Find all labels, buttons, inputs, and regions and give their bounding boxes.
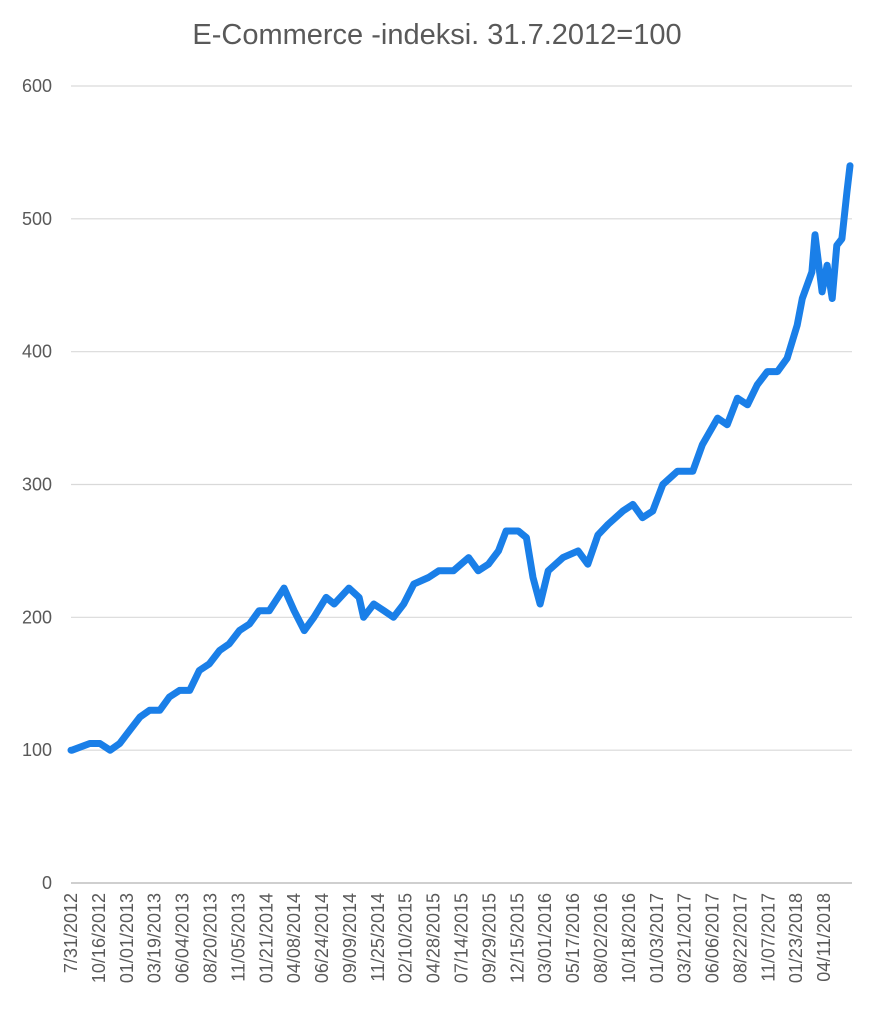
x-tick-label: 03/01/2016 [535, 893, 555, 983]
y-tick-label: 500 [22, 209, 52, 229]
x-tick-label: 06/06/2017 [703, 893, 723, 983]
x-tick-label: 12/15/2015 [507, 893, 527, 983]
x-tick-label: 04/11/2018 [814, 893, 834, 982]
y-tick-label: 300 [22, 475, 52, 495]
x-tick-label: 04/28/2015 [424, 893, 444, 983]
x-tick-label: 08/22/2017 [730, 893, 750, 983]
x-tick-label: 09/09/2014 [340, 893, 360, 983]
x-tick-label: 07/14/2015 [452, 893, 472, 983]
x-tick-label: 06/24/2014 [312, 893, 332, 983]
x-tick-label: 11/25/2014 [368, 893, 388, 982]
series-line-e-commerce [67, 162, 854, 754]
y-tick-label: 0 [42, 873, 52, 893]
x-tick-label: 10/18/2016 [619, 893, 639, 983]
x-tick-label: 08/20/2013 [200, 893, 220, 983]
x-tick-label: 01/03/2017 [647, 893, 667, 983]
chart-title: E-Commerce -indeksi. 31.7.2012=100 [192, 19, 681, 51]
x-tick-label: 02/10/2015 [396, 893, 416, 983]
x-tick-label: 09/29/2015 [479, 893, 499, 983]
y-tick-label: 400 [22, 342, 52, 362]
x-tick-label: 11/05/2013 [228, 893, 248, 982]
x-tick-label: 03/21/2017 [675, 893, 695, 983]
x-tick-label: 7/31/2012 [61, 893, 81, 973]
x-tick-label: 01/23/2018 [786, 893, 806, 983]
y-tick-label: 200 [22, 607, 52, 627]
x-tick-label: 05/17/2016 [563, 893, 583, 983]
y-tick-label: 600 [22, 76, 52, 96]
x-tick-label: 04/08/2014 [284, 893, 304, 983]
x-tick-label: 01/01/2013 [117, 893, 137, 983]
x-tick-label: 01/21/2014 [256, 893, 276, 983]
x-tick-label: 10/16/2012 [89, 893, 109, 983]
x-tick-label: 03/19/2013 [145, 893, 165, 983]
y-tick-label: 100 [22, 740, 52, 760]
x-tick-label: 06/04/2013 [173, 893, 193, 983]
x-tick-label: 08/02/2016 [591, 893, 611, 983]
x-tick-label: 11/07/2017 [758, 893, 778, 982]
